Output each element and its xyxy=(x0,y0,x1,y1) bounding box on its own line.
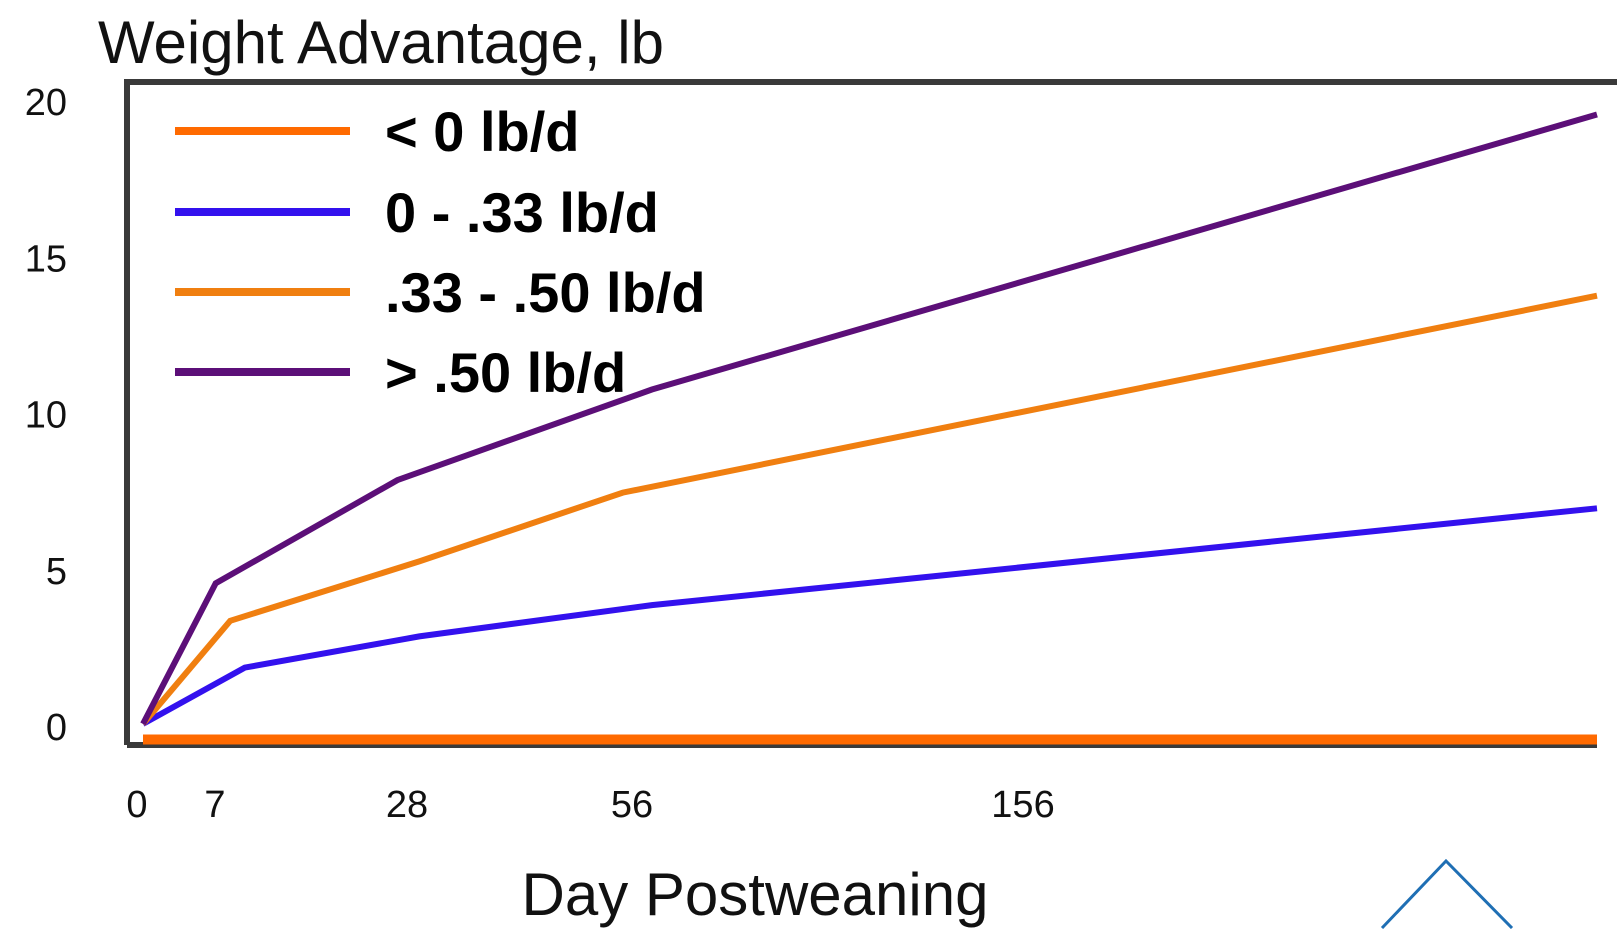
x-tick-label: 0 xyxy=(126,784,147,826)
y-tick-label: 15 xyxy=(25,238,67,280)
x-tick-label: 28 xyxy=(386,784,428,826)
y-tick-label: 0 xyxy=(46,707,67,749)
series-line xyxy=(141,505,1598,727)
chevron-up-icon xyxy=(1380,858,1514,929)
series-line xyxy=(140,292,1598,726)
legend-label: .33 - .50 lb/d xyxy=(385,261,706,324)
y-tick-label: 20 xyxy=(25,82,67,124)
legend-label: < 0 lb/d xyxy=(385,100,580,163)
x-axis-label: Day Postweaning xyxy=(522,861,989,928)
plot-frame xyxy=(124,79,1617,745)
series-line xyxy=(140,111,1598,726)
x-tick-label: 156 xyxy=(991,784,1054,826)
plot-area: 0 5 10 15 20 0 7 28 56 156 < 0 lb/d 0 - .33 lb/d .33… xyxy=(25,79,1617,826)
x-tick-label: 7 xyxy=(204,784,225,826)
legend-label: > .50 lb/d xyxy=(385,341,626,404)
legend-label: 0 - .33 lb/d xyxy=(385,181,659,244)
y-tick-label: 10 xyxy=(25,395,67,437)
y-tick-label: 5 xyxy=(46,551,67,593)
x-tick-label: 56 xyxy=(611,784,653,826)
chart-title: Weight Advantage, lb xyxy=(98,9,664,76)
